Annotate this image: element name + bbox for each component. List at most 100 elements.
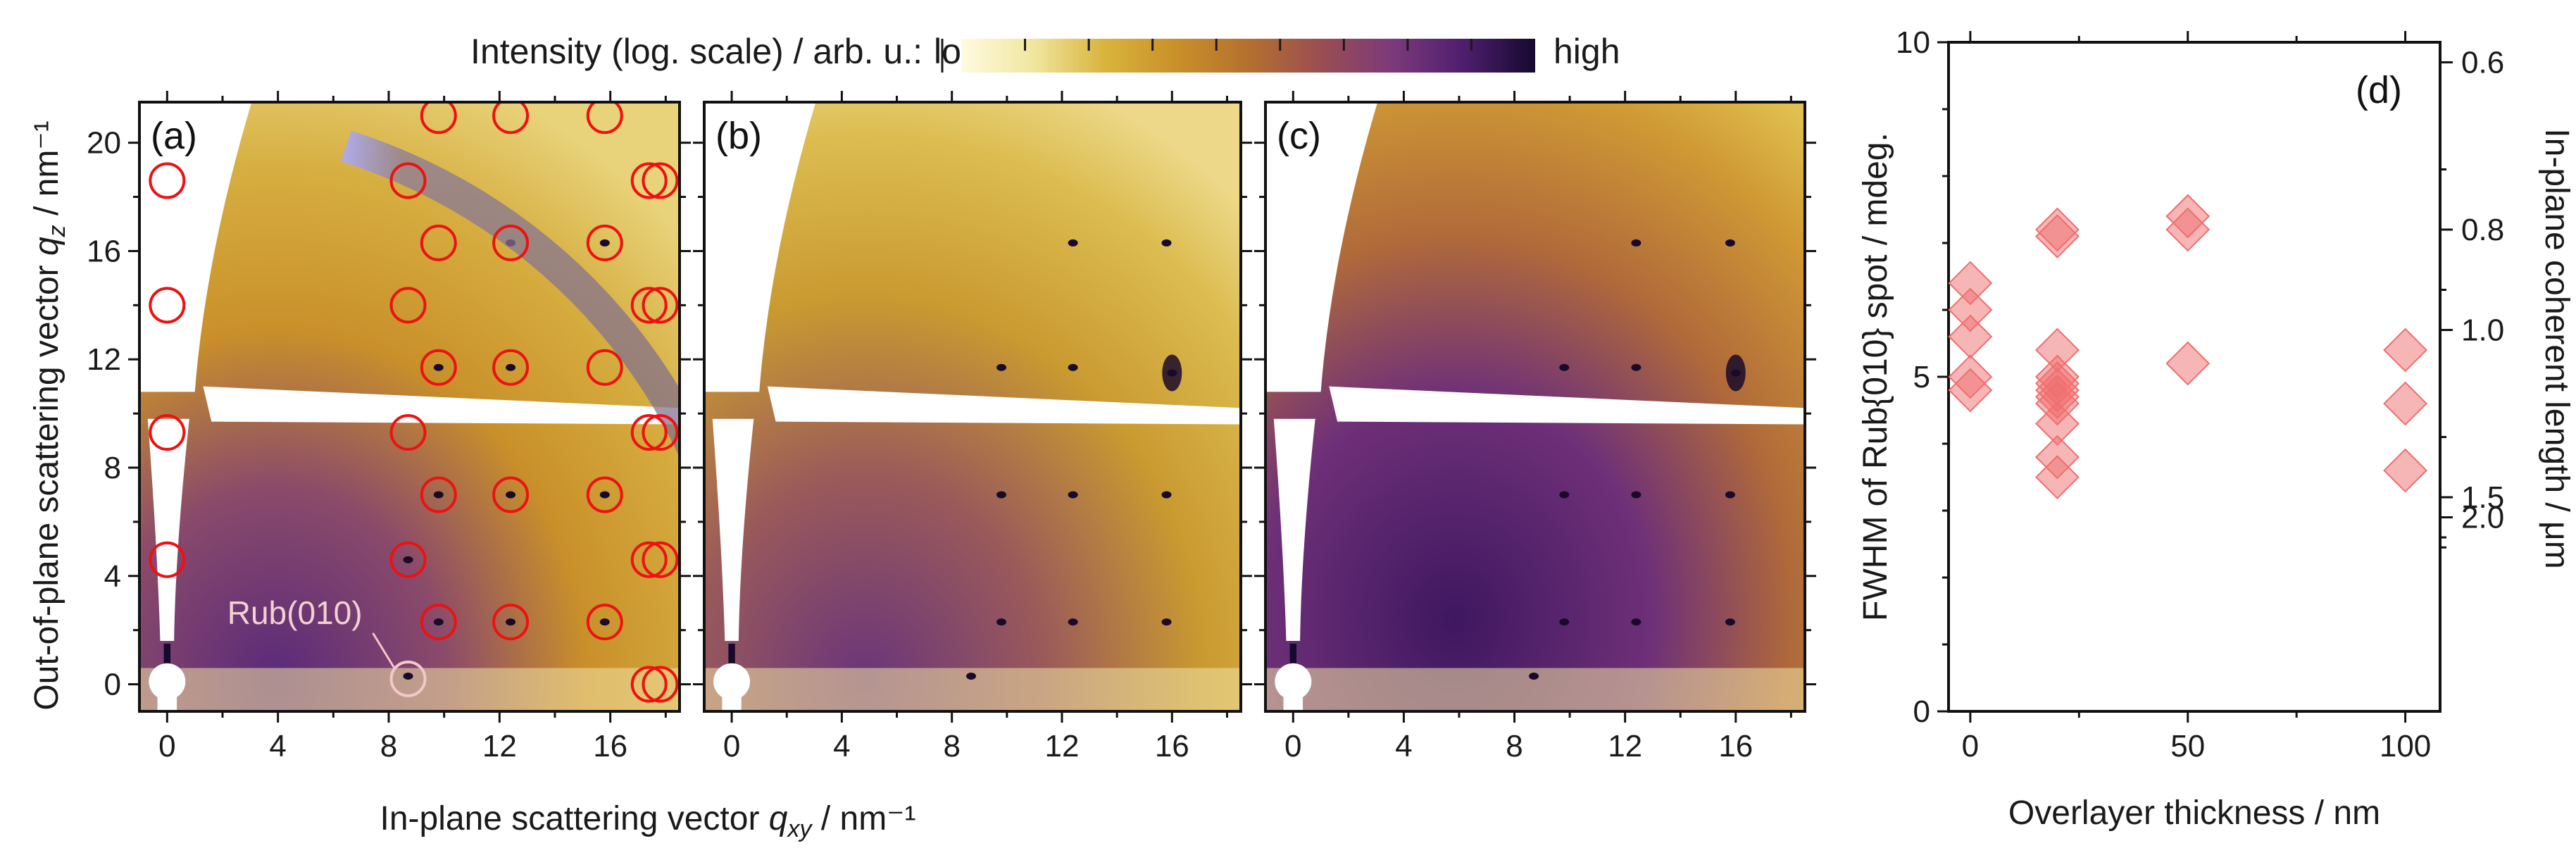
bragg-spot [1725,239,1735,247]
fwhm-marker [2035,455,2080,499]
indexed-reflection-circle [586,604,623,641]
right-tick-label: 2.0 [2461,501,2504,535]
rub010-leader-line [372,632,395,668]
arc-band [341,130,680,458]
panel-letter: (a) [151,115,197,157]
y-tick-label: 4 [104,559,121,594]
bragg-spot [1068,491,1078,499]
indexed-reflection-circle [642,666,679,703]
bragg-spot [403,556,413,563]
indexed-reflection-circle [630,666,668,703]
indexed-reflection-circle [420,604,457,641]
indexed-reflection-circle [642,162,679,199]
bragg-spot [599,491,610,499]
y-tick-label: 0 [1913,694,1930,729]
indexed-reflection-circle [420,102,457,135]
bragg-spot [403,673,413,680]
indexed-reflection-circle [420,349,457,386]
fwhm-marker [2165,341,2211,386]
fwhm-marker [2383,381,2427,426]
colorbar: Intensity (log. scale) / arb. u.: low hi… [470,32,1620,73]
right-tick-label: 1.5 [2461,480,2504,515]
x-tick-label: 4 [833,729,850,763]
x-tick-label: 4 [1395,729,1412,763]
detector-gap [203,386,680,425]
x-tick-label: 12 [1045,729,1080,763]
fwhm-marker [2035,214,2080,258]
x-tick-label: 50 [2170,729,2205,763]
bragg-spot [996,363,1007,371]
y-tick-label: 0 [104,668,121,702]
indexed-reflection-circle [630,162,668,199]
direct-beam-streak [1289,643,1296,668]
indexed-reflection-circle [149,287,186,324]
panel-image: Rub(010) [139,102,680,711]
y-axis-title-heatmaps: Out-of-plane scattering vector qz / nm⁻¹ [28,120,70,710]
beamstop-stem [722,681,742,711]
indexed-reflection-circle [420,476,457,513]
heatmap-panel: 0 4 8 12 16 (c) [1254,91,1816,763]
colorbar-ticks [1024,39,1473,51]
missing-wedge-lower [1273,418,1315,642]
bragg-spot [1725,491,1735,499]
indexed-reflection-circle [389,162,427,199]
x-tick-label: 100 [2380,729,2431,763]
indexed-reflection-circle [149,414,186,451]
x-tick-label: 16 [1718,729,1753,763]
missing-wedge [704,102,816,392]
fwhm-marker [2383,448,2427,493]
bragg-spot [506,491,516,499]
indexed-reflection-circle [420,224,457,261]
indexed-reflection-circle [630,541,668,578]
indexed-reflection-circle [630,414,668,451]
x-tick-label: 12 [482,729,517,763]
bragg-spot [1161,491,1172,499]
x-tick-label: 8 [380,729,397,763]
indexed-reflection-circle [642,541,679,578]
bragg-spot [1631,491,1642,499]
heatmap-panels: Rub(010) 0 4 8 12 16 0 4 8 12 16 20 (a) 0 4 8 12 16 (b) 0 4 8… [87,91,1816,763]
indexed-reflection-circle [492,349,530,386]
bragg-spot [433,618,444,626]
y-axis-title-right: In-plane coherent length / μm [2538,128,2575,568]
beamstop-stem [157,681,177,711]
rub010-label: Rub(010) [227,594,363,631]
bragg-spot [996,618,1007,626]
fwhm-marker [1948,314,1993,359]
bragg-spot [1631,239,1642,247]
y-tick-label: 20 [87,126,121,161]
heatmap-panel: Rub(010) 0 4 8 12 16 0 4 8 12 16 20 (a) [87,91,691,763]
indexed-reflection-circle [642,414,679,451]
fwhm-marker [1948,368,1993,413]
bragg-spot [996,491,1007,499]
indexed-reflection-circle [492,224,530,261]
direct-beam-streak [728,643,735,668]
indexed-reflection-circle [149,162,186,199]
right-tick-label: 0.6 [2461,46,2504,80]
y-tick-label: 5 [1913,360,1930,394]
detector-gap [767,386,1241,425]
bragg-spot [1161,239,1172,247]
detector-gap [1329,386,1805,425]
indexed-reflection-circle [586,476,623,513]
panel-image [1265,102,1805,711]
beamstop-stem [1283,681,1303,711]
indexed-reflection-circle [642,287,679,324]
indexed-reflection-circle [389,287,427,324]
panel-d-scatter: 0 50 100 0 5 10 0.6 0.8 1.0 1.52.0 (d) Overlayer th… [1857,25,2575,832]
indexed-reflection-circle [586,224,623,261]
indexed-reflection-circle [586,102,623,135]
y-tick-label: 16 [87,234,121,268]
missing-wedge-lower [712,418,754,642]
panel-letter: (c) [1277,115,1321,157]
bragg-spot [1068,363,1078,371]
missing-wedge-lower [147,418,189,642]
bragg-spot [1725,618,1735,626]
bragg-spot [1631,363,1642,371]
right-tick-label: 0.8 [2461,213,2504,247]
panel-frame [138,101,681,713]
x-tick-label: 16 [1155,729,1189,763]
direct-beam-streak [163,643,171,668]
x-tick-label: 4 [269,729,286,763]
